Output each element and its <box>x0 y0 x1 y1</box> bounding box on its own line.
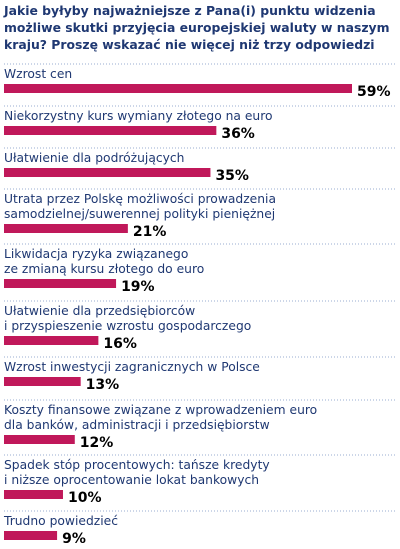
value-label: 10% <box>68 490 102 506</box>
category-label: Spadek stóp procentowych: tańsze kredyty… <box>4 458 270 487</box>
category-label: Wzrost inwestycji zagranicznych w Polsce <box>4 360 260 374</box>
value-label: 16% <box>103 336 137 352</box>
bar <box>4 224 128 233</box>
value-label: 36% <box>221 126 255 142</box>
value-label: 59% <box>357 84 391 100</box>
category-label: Niekorzystny kurs wymiany złotego na eur… <box>4 109 273 123</box>
bar <box>4 336 99 345</box>
value-label: 35% <box>215 168 249 184</box>
category-label: Utrata przez Polskę możliwości prowadzen… <box>4 192 276 221</box>
bar <box>4 279 117 288</box>
category-label: Likwidacja ryzyka związanego ze zmianą ku… <box>4 247 204 276</box>
category-label: Ułatwienie dla przedsiębiorców i przyspie… <box>4 304 251 333</box>
bar <box>4 84 352 93</box>
value-label: 13% <box>86 377 120 393</box>
bar <box>4 126 217 135</box>
bar <box>4 435 75 444</box>
value-label: 9% <box>62 531 86 547</box>
value-label: 12% <box>80 435 114 451</box>
category-label: Koszty finansowe związane z wprowadzenie… <box>4 403 317 432</box>
bar <box>4 531 58 540</box>
chart-title: Jakie byłyby najważniejsze z Pana(i) pun… <box>4 3 390 52</box>
category-label: Ułatwienie dla podróżujących <box>4 151 184 165</box>
bar <box>4 377 81 386</box>
bar <box>4 490 63 499</box>
value-label: 21% <box>133 224 167 240</box>
value-label: 19% <box>121 279 155 295</box>
category-label: Trudno powiedzieć <box>3 514 118 528</box>
category-label: Wzrost cen <box>4 67 72 81</box>
bar <box>4 168 211 177</box>
